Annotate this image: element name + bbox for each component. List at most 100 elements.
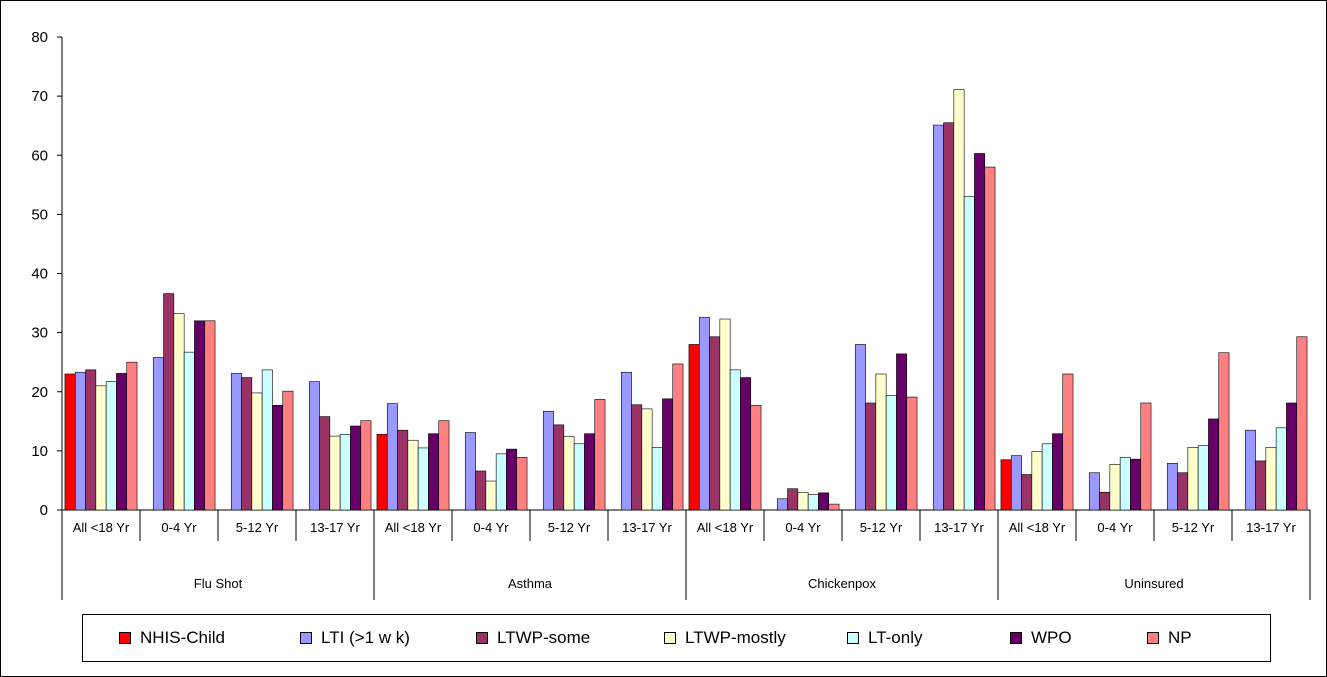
bar <box>1099 491 1111 511</box>
bar <box>74 371 86 511</box>
x-tick-label: 0-4 Yr <box>1097 520 1133 535</box>
bar <box>943 122 955 511</box>
bar <box>126 361 138 511</box>
bar <box>438 420 450 511</box>
bar <box>651 447 663 511</box>
legend-label: LTI (>1 w k) <box>321 628 410 647</box>
bar <box>241 377 253 511</box>
bar <box>329 435 341 511</box>
bar <box>865 402 877 511</box>
legend-swatch <box>300 632 312 644</box>
bar <box>1296 336 1308 511</box>
bar <box>1187 447 1199 511</box>
legend-swatch <box>476 632 488 644</box>
bar <box>688 344 700 511</box>
bar <box>319 416 331 511</box>
legend-item: LTWP-some <box>476 628 590 648</box>
y-tick-label: 60 <box>31 147 48 164</box>
legend-swatch <box>1147 632 1159 644</box>
bar <box>95 385 107 511</box>
bar <box>932 124 944 511</box>
bar <box>984 166 996 511</box>
bar <box>1197 445 1209 511</box>
x-tick-label: 5-12 Yr <box>1172 520 1215 535</box>
bar <box>1177 472 1189 511</box>
group-label: Uninsured <box>1124 576 1183 591</box>
legend-item: NP <box>1147 628 1192 648</box>
y-tick-label: 40 <box>31 266 48 283</box>
x-tick-label: All <18 Yr <box>385 520 442 535</box>
bar <box>152 357 164 511</box>
bar <box>194 320 206 511</box>
bar <box>620 371 632 511</box>
legend-label: LTWP-some <box>497 628 591 647</box>
bar <box>230 373 242 511</box>
legend-swatch <box>847 632 859 644</box>
bar <box>485 480 497 511</box>
bar <box>906 396 918 511</box>
bar <box>1275 427 1287 511</box>
bar <box>729 369 741 511</box>
x-tick-label: 5-12 Yr <box>548 520 591 535</box>
bar <box>1119 457 1131 511</box>
bar <box>818 492 830 511</box>
legend-label: WPO <box>1031 628 1072 647</box>
legend-swatch <box>1010 632 1022 644</box>
bar <box>1265 447 1277 511</box>
bar <box>594 399 606 511</box>
x-tick-label: All <18 Yr <box>73 520 130 535</box>
group-label: Flu Shot <box>194 576 243 591</box>
bar <box>584 433 596 511</box>
bar <box>698 316 710 511</box>
bar <box>953 89 965 511</box>
bar <box>1041 443 1053 511</box>
legend-swatch <box>664 632 676 644</box>
y-tick-label: 10 <box>31 443 48 460</box>
legend-label: LTWP-mostly <box>685 628 786 647</box>
bar <box>116 373 128 511</box>
bar <box>553 424 565 511</box>
bar <box>828 503 840 511</box>
legend: NHIS-Child LTI (>1 w k) LTWP-some LTWP-most… <box>82 614 1271 662</box>
y-tick-label: 0 <box>40 502 48 519</box>
bar <box>1052 433 1064 511</box>
bar <box>360 420 372 511</box>
bar <box>1130 458 1142 511</box>
bar <box>1208 418 1220 511</box>
bar <box>875 373 887 511</box>
bar <box>787 488 799 511</box>
bar <box>1166 462 1178 511</box>
y-tick-label: 30 <box>31 325 48 342</box>
bar <box>963 196 975 511</box>
bar <box>272 405 284 511</box>
bar <box>631 404 643 511</box>
legend-swatch <box>119 632 131 644</box>
group-label: Chickenpox <box>808 576 876 591</box>
y-tick-label: 70 <box>31 88 48 105</box>
bar <box>417 447 429 511</box>
legend-label: NHIS-Child <box>140 628 226 647</box>
x-tick-label: 5-12 Yr <box>236 520 279 535</box>
bar <box>386 403 398 511</box>
x-tick-label: All <18 Yr <box>1009 520 1066 535</box>
bar <box>807 494 819 511</box>
legend-item: LTWP-mostly <box>664 628 786 648</box>
bar <box>506 448 518 511</box>
bar <box>1109 464 1121 511</box>
group-label: Asthma <box>508 576 553 591</box>
x-tick-label: 0-4 Yr <box>785 520 821 535</box>
bar <box>662 398 674 511</box>
x-tick-label: 13-17 Yr <box>310 520 360 535</box>
bar <box>719 318 731 511</box>
bar <box>776 498 788 511</box>
bar <box>974 153 986 511</box>
bar <box>1140 402 1152 511</box>
y-tick-label: 50 <box>31 206 48 223</box>
bar <box>709 336 721 511</box>
bar <box>1021 474 1033 511</box>
y-tick-label: 80 <box>31 29 48 46</box>
legend-item: LTI (>1 w k) <box>300 628 410 648</box>
bar <box>64 373 76 511</box>
